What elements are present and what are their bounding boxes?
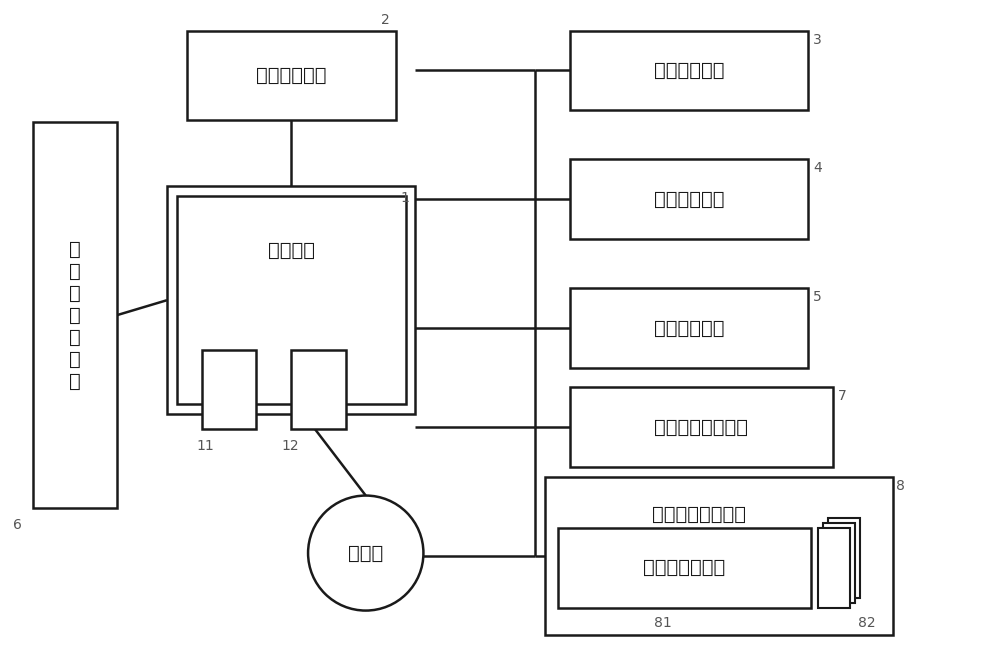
Bar — [33, 122, 117, 508]
Bar — [167, 186, 415, 414]
Bar — [828, 519, 860, 598]
Text: 排清管理模块: 排清管理模块 — [654, 190, 724, 209]
Bar — [202, 350, 256, 429]
Text: 使用者: 使用者 — [348, 543, 383, 562]
Text: 81: 81 — [654, 615, 672, 630]
Bar — [570, 387, 833, 467]
Text: 1: 1 — [401, 191, 409, 205]
Text: 5: 5 — [813, 290, 822, 304]
Text: 清理平台: 清理平台 — [268, 241, 315, 260]
Bar — [558, 528, 811, 608]
Text: 金流管理模块: 金流管理模块 — [654, 318, 724, 337]
Bar — [177, 196, 406, 404]
Bar — [570, 160, 808, 239]
Text: 6: 6 — [13, 519, 22, 532]
Text: 7: 7 — [838, 390, 847, 404]
Bar — [818, 528, 850, 608]
Text: 4: 4 — [813, 162, 822, 175]
Text: 11: 11 — [197, 439, 214, 453]
Text: 清运处理估价模块: 清运处理估价模块 — [652, 505, 746, 524]
Circle shape — [308, 496, 423, 611]
Bar — [570, 288, 808, 368]
Text: 企业资源规划模块: 企业资源规划模块 — [654, 418, 748, 437]
Text: 2: 2 — [381, 12, 389, 27]
Bar — [187, 31, 396, 120]
Text: 82: 82 — [858, 615, 876, 630]
Bar — [291, 350, 346, 429]
Text: 基本数据模块: 基本数据模块 — [256, 65, 326, 84]
Bar — [823, 523, 855, 602]
Bar — [570, 31, 808, 110]
Text: 电
子
化
联
单
模
块: 电 子 化 联 单 模 块 — [69, 239, 81, 390]
Text: 8: 8 — [896, 479, 905, 492]
Text: 3: 3 — [813, 33, 822, 46]
Bar — [545, 477, 893, 635]
Text: 案件管理模块: 案件管理模块 — [654, 61, 724, 80]
Text: 12: 12 — [281, 439, 299, 453]
Text: 废弃物估价界面: 废弃物估价界面 — [643, 559, 726, 577]
